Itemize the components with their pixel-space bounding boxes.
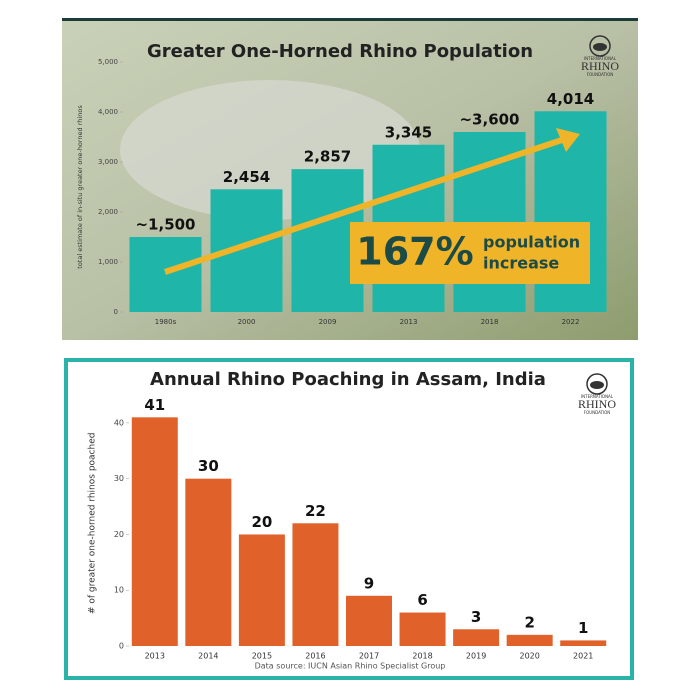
value-label: 2,454: [223, 168, 270, 186]
y-tick-label: 0: [119, 642, 124, 651]
bar: [129, 237, 202, 312]
y-tick-label: 5,000: [98, 58, 118, 66]
source-note: Data source: IUCN Asian Rhino Specialist…: [255, 662, 446, 671]
arrow-head: [556, 128, 580, 152]
logo-text: INTERNATIONAL: [584, 56, 617, 61]
logo-rhino: [590, 381, 604, 389]
value-label: 3,345: [385, 123, 432, 141]
value-label: 6: [417, 591, 427, 609]
y-tick-label: 1,000: [98, 258, 118, 266]
value-label: 41: [144, 396, 165, 414]
y-tick-label: 30: [114, 474, 124, 483]
value-label: 4,014: [547, 90, 594, 108]
x-tick-label: 2022: [562, 318, 580, 326]
logo-text: FOUNDATION: [587, 72, 614, 77]
bar: [506, 634, 553, 646]
logo-text: FOUNDATION: [584, 410, 611, 415]
value-label: ~3,600: [459, 111, 519, 129]
bar: [399, 612, 446, 646]
logo-text: INTERNATIONAL: [581, 394, 614, 399]
value-label: 30: [198, 457, 219, 475]
top-rule: [62, 18, 638, 21]
y-tick-label: 4,000: [98, 108, 118, 116]
value-label: 2,857: [304, 148, 351, 166]
bar: [238, 534, 285, 646]
annotation-text: population: [483, 233, 580, 252]
y-tick-label: 3,000: [98, 158, 118, 166]
x-tick-label: 2014: [198, 652, 218, 661]
chart-title: Annual Rhino Poaching in Assam, India: [150, 369, 546, 390]
value-label: ~1,500: [135, 216, 195, 234]
value-label: 22: [305, 502, 326, 520]
logo-emblem: [586, 373, 608, 395]
x-tick-label: 2018: [481, 318, 499, 326]
x-tick-label: 2013: [145, 652, 165, 661]
x-tick-label: 2019: [466, 652, 486, 661]
bar: [346, 595, 392, 646]
value-label: 1: [578, 619, 588, 637]
x-tick-label: 2015: [252, 652, 272, 661]
value-label: 9: [364, 574, 374, 592]
x-tick-label: 2021: [573, 652, 593, 661]
value-label: 2: [524, 613, 534, 631]
x-tick-label: 2020: [519, 652, 539, 661]
x-tick-label: 2017: [359, 652, 379, 661]
x-tick-label: 1980s: [155, 318, 177, 326]
x-tick-label: 2018: [412, 652, 432, 661]
y-tick-label: 2,000: [98, 208, 118, 216]
logo-text: RHINO: [581, 59, 619, 73]
bar: [560, 640, 607, 646]
annotation-percent: 167%: [356, 230, 473, 274]
y-tick-label: 40: [114, 418, 124, 427]
x-tick-label: 2000: [238, 318, 256, 326]
trend-arrow: [164, 136, 566, 275]
y-tick-label: 10: [114, 586, 124, 595]
value-label: 3: [471, 608, 481, 626]
x-tick-label: 2016: [305, 652, 325, 661]
bar: [292, 523, 339, 646]
x-tick-label: 2009: [319, 318, 337, 326]
y-axis-label: # of greater one-horned rhinos poached: [88, 433, 98, 615]
y-tick-label: 0: [114, 308, 118, 316]
logo-rhino: [593, 43, 607, 51]
y-axis-label: total estimate of in-situ greater one-ho…: [76, 105, 84, 269]
bar: [185, 478, 232, 646]
y-tick-label: 20: [114, 530, 124, 539]
bar: [131, 417, 178, 646]
value-label: 20: [251, 513, 272, 531]
logo-emblem: [589, 35, 611, 57]
chart-title: Greater One-Horned Rhino Population: [147, 41, 533, 62]
x-tick-label: 2013: [400, 318, 418, 326]
logo-text: RHINO: [578, 397, 616, 411]
bar: [453, 629, 500, 646]
annotation-text: increase: [483, 254, 559, 273]
annotation-box: [350, 222, 590, 284]
